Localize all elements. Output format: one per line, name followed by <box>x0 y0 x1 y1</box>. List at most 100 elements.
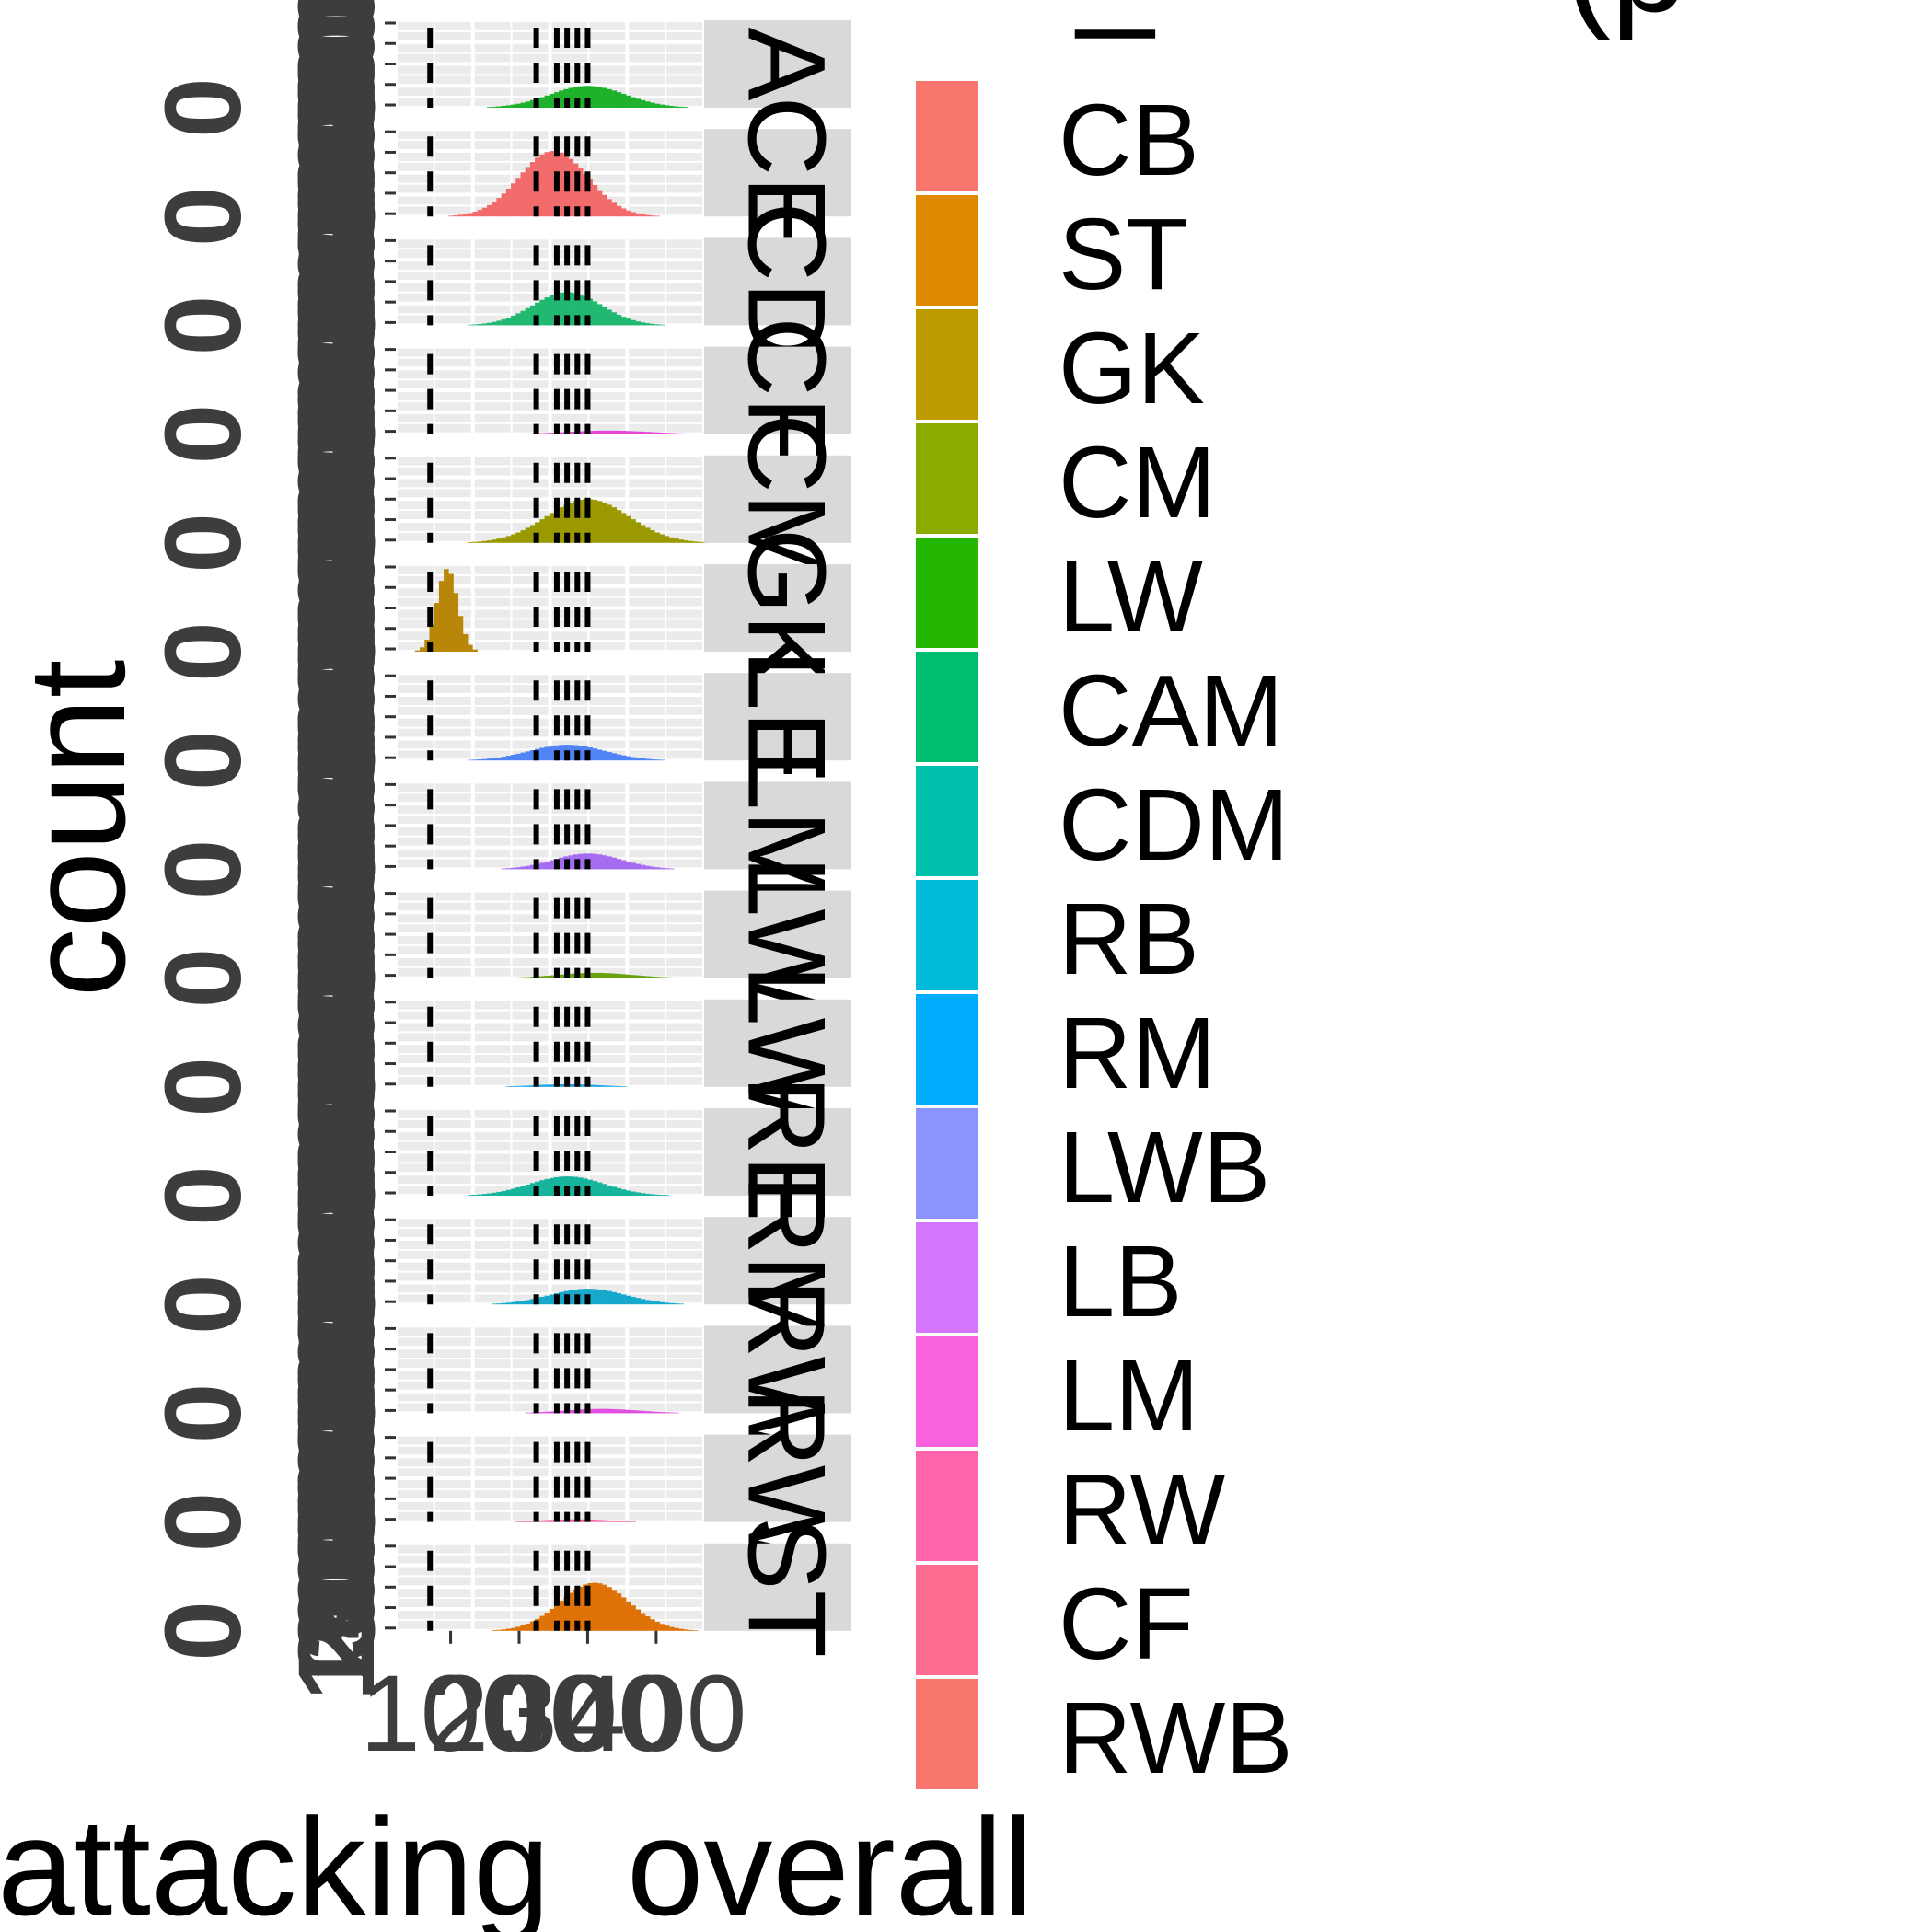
histogram-bar <box>659 534 665 543</box>
histogram-bar <box>525 1412 531 1414</box>
histogram-bar <box>607 752 612 761</box>
histogram-bar <box>511 315 516 326</box>
histogram-bar <box>654 324 660 326</box>
histogram-bar <box>563 504 569 543</box>
histogram-bar <box>525 751 531 761</box>
histogram-bar <box>640 431 646 434</box>
histogram-bar <box>477 1194 483 1196</box>
histogram-bar <box>529 162 536 217</box>
histogram-bar <box>539 1084 545 1087</box>
histogram-bar <box>529 525 536 543</box>
histogram-bar <box>650 1194 655 1196</box>
histogram-bar <box>602 1290 607 1305</box>
histogram-bar <box>616 1293 622 1305</box>
y-tick-label: 200 <box>276 85 398 266</box>
y-tick-label: 0 <box>143 1492 264 1553</box>
histogram-bar <box>620 1294 627 1305</box>
histogram-bar <box>635 975 642 978</box>
facet-panel-st: ST <box>385 1517 851 1658</box>
histogram-bar <box>659 759 665 761</box>
histogram-bar <box>529 99 536 108</box>
histogram-bar <box>520 1625 526 1631</box>
histogram-bar <box>539 299 545 326</box>
histogram-bar <box>563 292 569 326</box>
histogram-bar <box>511 1301 516 1305</box>
strip-background <box>704 673 851 761</box>
histogram-bar <box>631 97 636 108</box>
histogram-bar <box>496 1303 502 1305</box>
histogram-bar <box>553 293 560 326</box>
histogram-bar <box>607 1587 612 1631</box>
histogram-bar <box>568 1083 574 1087</box>
y-tick-label: 400 <box>276 1024 398 1205</box>
histogram-bar <box>596 854 603 870</box>
legend-label-lw: LW <box>1059 540 1203 654</box>
histogram-bar <box>664 868 670 870</box>
histogram-bar <box>698 541 703 543</box>
histogram-bar <box>515 1301 521 1305</box>
histogram-bar <box>559 857 564 870</box>
y-tick-label: 0 <box>143 1057 264 1117</box>
histogram-bar <box>659 1624 665 1631</box>
facet-panel-cb: CE <box>385 96 851 249</box>
y-tick-label: 400 <box>276 805 398 987</box>
histogram-bar <box>520 1085 526 1087</box>
histogram-bar <box>654 1622 660 1631</box>
facet-panel-gk: GK <box>385 528 851 688</box>
histogram-bar <box>596 501 603 543</box>
histogram-bar <box>505 188 512 217</box>
histogram-bar <box>607 1185 612 1196</box>
histogram-bar <box>549 1177 555 1196</box>
y-tick-label: 0 <box>143 1601 264 1661</box>
histogram-bar <box>529 1299 536 1305</box>
histogram-bar <box>568 158 574 217</box>
histogram-bar <box>678 1628 684 1631</box>
histogram-bar <box>631 1296 636 1305</box>
histogram-bar <box>678 1303 684 1305</box>
y-tick-label: 200 <box>276 193 398 375</box>
histogram-bar <box>559 292 564 326</box>
histogram-bar <box>631 319 636 326</box>
histogram-bar <box>515 1187 521 1196</box>
histogram-bar <box>620 860 627 870</box>
histogram-bar <box>635 863 642 870</box>
histogram-bar <box>592 1181 598 1196</box>
histogram-bar <box>525 167 531 217</box>
histogram-bar <box>487 758 492 761</box>
histogram-bar <box>511 104 516 108</box>
histogram-bar <box>568 855 574 870</box>
histogram-bar <box>501 757 507 761</box>
histogram-bar <box>578 746 584 761</box>
histogram-bar <box>472 324 478 326</box>
histogram-bar <box>631 1410 636 1414</box>
histogram-bar <box>626 1295 631 1305</box>
strip-background <box>704 999 851 1087</box>
histogram-bar <box>505 105 512 108</box>
facet-panel-cm: CM <box>385 413 851 585</box>
histogram-bar <box>492 1192 497 1196</box>
histogram-bar <box>596 1408 603 1414</box>
histogram-bar <box>568 1176 574 1196</box>
facet-panel-cdm: CD <box>385 202 851 362</box>
legend-title-fragment-left: _ <box>1074 0 1156 40</box>
legend-key-cdm <box>916 766 978 876</box>
histogram-bar <box>496 1629 502 1631</box>
histogram-bar <box>472 541 478 543</box>
histogram-bar <box>481 1194 488 1196</box>
histogram-bar <box>626 1521 631 1522</box>
strip-label: GK <box>724 528 848 688</box>
histogram-bar <box>563 1596 569 1631</box>
strip-label: RM <box>724 1174 848 1347</box>
x-tick-label: 100 <box>360 1653 541 1775</box>
strip-label: LW <box>724 856 848 1013</box>
histogram-bar <box>611 1085 618 1087</box>
histogram-bar <box>616 92 622 108</box>
histogram-bar <box>592 1582 598 1631</box>
y-tick-label: 300 <box>276 500 398 681</box>
histogram-bar <box>664 1302 670 1305</box>
y-tick-label: 400 <box>276 1349 398 1531</box>
y-tick-label: 300 <box>276 0 398 137</box>
y-tick-label: 0 <box>143 730 264 791</box>
histogram-bar <box>468 213 473 217</box>
